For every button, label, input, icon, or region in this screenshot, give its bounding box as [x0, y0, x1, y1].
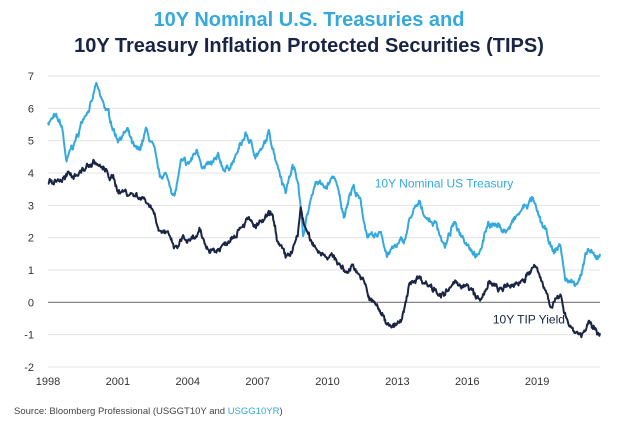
x-axis-ticks: 1998 2001 2004 2007 2010 2013 2016 2019	[36, 376, 550, 388]
y-tick-2: 2	[28, 233, 34, 245]
x-tick-2010: 2010	[315, 376, 339, 388]
series-line-0	[47, 81, 601, 287]
y-tick-0: 0	[28, 297, 34, 309]
x-tick-2007: 2007	[245, 376, 269, 388]
y-tick-1: 1	[28, 265, 34, 277]
chart-title-line2: 10Y Treasury Inflation Protected Securit…	[74, 35, 544, 57]
series-annotations: 10Y Nominal US Treasury 10Y TIP Yield	[375, 177, 565, 327]
y-tick--1: -1	[24, 330, 34, 342]
y-tick-7: 7	[28, 71, 34, 83]
x-tick-2016: 2016	[455, 376, 479, 388]
y-tick-5: 5	[28, 136, 34, 148]
x-tick-2013: 2013	[385, 376, 409, 388]
x-tick-2004: 2004	[176, 376, 200, 388]
x-tick-2019: 2019	[525, 376, 549, 388]
source-prefix: Source: Bloomberg Professional (USGGT10Y…	[14, 406, 228, 417]
series-line-1	[47, 158, 601, 339]
y-tick--2: -2	[24, 362, 34, 374]
y-tick-3: 3	[28, 200, 34, 212]
source-suffix: )	[279, 406, 283, 417]
source-note: Source: Bloomberg Professional (USGGT10Y…	[14, 406, 283, 417]
chart-title-line1: 10Y Nominal U.S. Treasuries and	[153, 9, 465, 31]
x-tick-2001: 2001	[106, 376, 130, 388]
series-label-1: 10Y TIP Yield	[493, 312, 565, 326]
y-axis-ticks: 7 6 5 4 3 2 1 0 -1 -2	[24, 71, 34, 374]
source-highlight: USGG10YR	[227, 406, 280, 417]
x-tick-1998: 1998	[36, 376, 60, 388]
y-tick-6: 6	[28, 103, 34, 115]
series-label-0: 10Y Nominal US Treasury	[375, 177, 514, 191]
series-lines	[47, 81, 601, 339]
y-tick-4: 4	[28, 168, 34, 180]
grid-lines	[48, 75, 600, 368]
